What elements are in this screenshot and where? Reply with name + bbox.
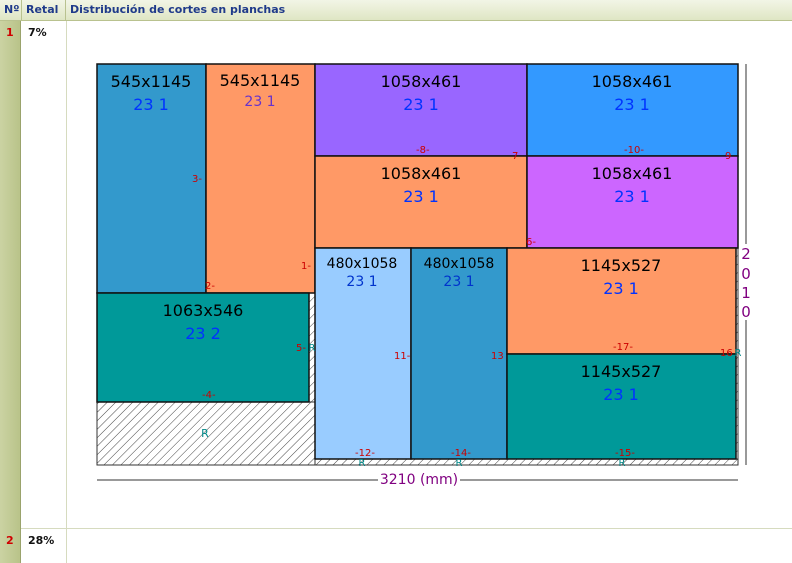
piece-2-dim: 545x1145 [220,71,301,90]
piece-5-qty: 23 1 [403,187,439,206]
waste-label-right: R [735,348,742,359]
height-label: 2 0 1 0 [741,245,751,321]
row-divider [21,528,792,529]
waste-strip-bottom [314,458,739,466]
piece-8-qty: 23 1 [346,274,377,290]
waste-label-b1: R [359,458,366,469]
piece-2 [205,63,316,294]
cut-label-10: -10- [624,145,644,156]
height-digit-4: 0 [741,303,751,321]
piece-11-qty: 23 1 [603,385,639,404]
cut-label-11: 11- [394,351,411,362]
row-number-column [0,21,21,563]
piece-9-qty: 23 1 [443,274,474,290]
col-divider [66,21,67,563]
waste-label-mid: R [309,343,316,354]
piece-4 [526,63,739,157]
piece-10 [506,247,737,355]
cut-label-16: 16 [720,348,733,359]
col-header-no[interactable]: Nº [0,0,22,21]
piece-4-dim: 1058x461 [592,72,673,91]
col-header-retal[interactable]: Retal [22,0,66,21]
cut-label-13: 13 [491,351,504,362]
piece-7 [96,292,310,403]
width-label: 3210 (mm) [380,472,458,488]
piece-10-qty: 23 1 [603,279,639,298]
col-header-distribution[interactable]: Distribución de cortes en planchas [66,0,792,21]
piece-7-qty: 23 2 [185,324,221,343]
row-1-retal: 7% [28,26,47,39]
piece-8-dim: 480x1058 [327,256,398,272]
cut-label-6: 6- [526,237,536,248]
row-1-number: 1 [6,26,14,39]
cut-label-5: 5- [296,343,306,354]
piece-7-dim: 1063x546 [163,301,244,320]
waste-label-main: R [201,427,209,440]
piece-11-dim: 1145x527 [581,362,662,381]
row-2-number: 2 [6,534,14,547]
waste-label-b2: R [456,458,463,469]
piece-8 [314,247,412,460]
piece-9-dim: 480x1058 [424,256,495,272]
piece-3-dim: 1058x461 [381,72,462,91]
height-label-bg [739,244,753,320]
piece-6 [526,155,739,249]
piece-6-dim: 1058x461 [592,164,673,183]
piece-4-qty: 23 1 [614,95,650,114]
cut-label-8: -8- [416,145,430,156]
row-2-retal: 28% [28,534,55,547]
height-digit-2: 0 [741,265,751,283]
piece-11 [506,353,737,460]
cut-label-7: 7 [512,151,518,162]
cut-label-9: 9 [725,151,731,162]
cut-label-14: -14- [451,448,471,459]
cut-label-3: 3- [192,174,202,185]
cut-label-4: -4- [202,390,216,401]
piece-3-qty: 23 1 [403,95,439,114]
piece-10-dim: 1145x527 [581,256,662,275]
cut-label-15: -15- [615,448,635,459]
piece-1-dim: 545x1145 [111,72,192,91]
piece-2-qty: 23 1 [244,94,275,110]
waste-label-b3: R [619,458,626,469]
cut-label-2: 2- [205,281,215,292]
piece-1-qty: 23 1 [133,95,169,114]
height-digit-3: 1 [741,284,751,302]
width-label-bg [378,471,460,487]
cut-label-1: 1- [301,261,311,272]
cut-label-17: -17- [613,342,633,353]
height-digit-1: 2 [741,245,751,263]
piece-5-dim: 1058x461 [381,164,462,183]
piece-9 [410,247,508,460]
piece-6-qty: 23 1 [614,187,650,206]
cut-label-12: -12- [355,448,375,459]
